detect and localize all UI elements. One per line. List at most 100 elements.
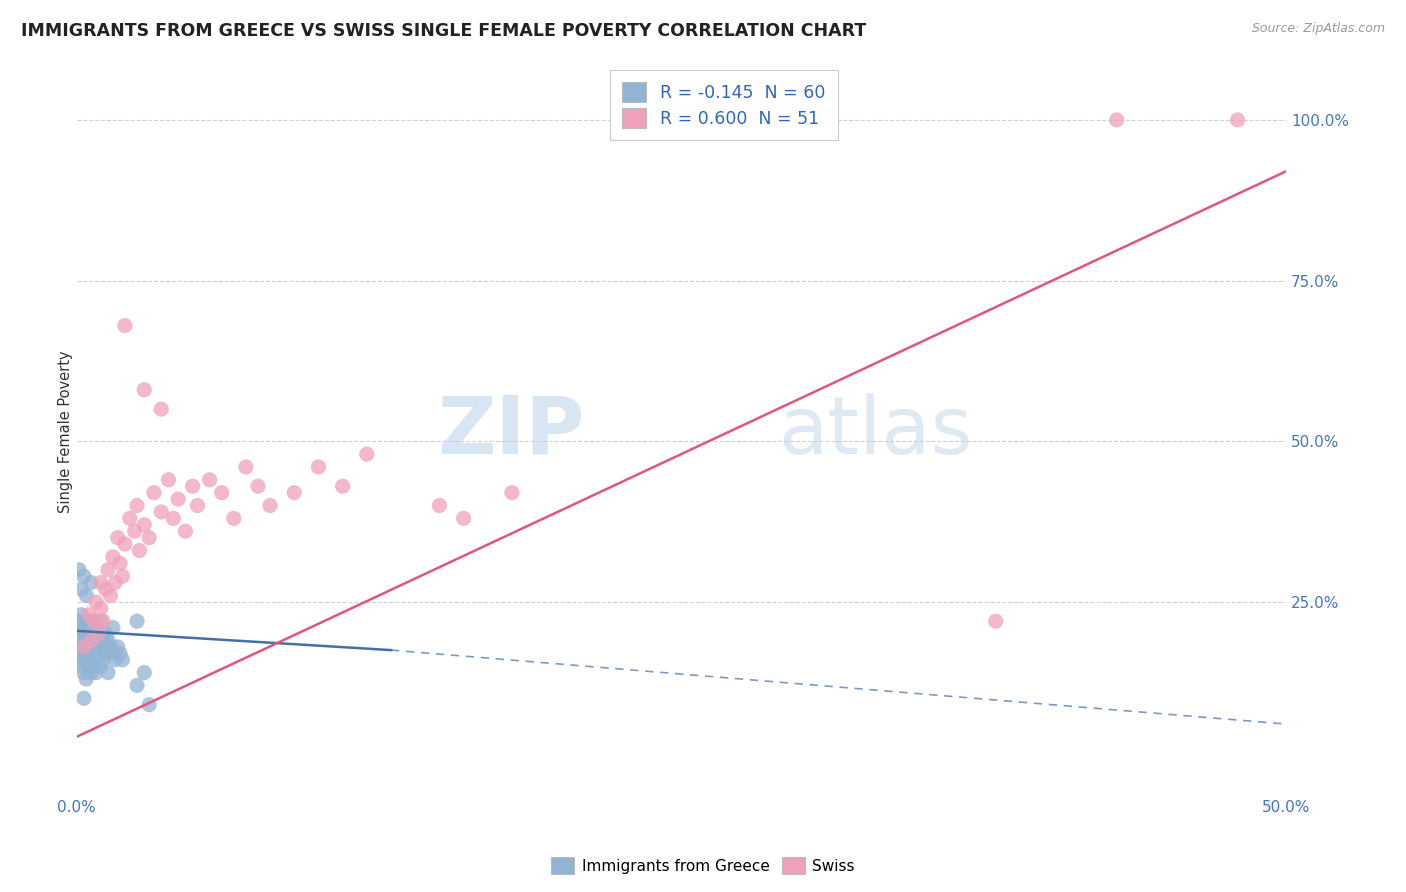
Point bbox=[87, 627, 110, 641]
Point bbox=[73, 640, 96, 654]
Point bbox=[77, 614, 100, 628]
Point bbox=[356, 447, 378, 461]
Point bbox=[198, 473, 221, 487]
Point bbox=[246, 479, 269, 493]
Point bbox=[84, 665, 107, 680]
Point bbox=[174, 524, 197, 539]
Point bbox=[124, 524, 146, 539]
Point bbox=[157, 473, 180, 487]
Point bbox=[73, 665, 96, 680]
Point bbox=[1105, 112, 1128, 127]
Point bbox=[222, 511, 245, 525]
Text: atlas: atlas bbox=[778, 392, 973, 471]
Text: IMMIGRANTS FROM GREECE VS SWISS SINGLE FEMALE POVERTY CORRELATION CHART: IMMIGRANTS FROM GREECE VS SWISS SINGLE F… bbox=[21, 22, 866, 40]
Point bbox=[501, 485, 523, 500]
Point bbox=[101, 549, 124, 564]
Point bbox=[73, 640, 96, 654]
Point bbox=[101, 621, 124, 635]
Point bbox=[82, 614, 104, 628]
Point bbox=[70, 582, 93, 596]
Point bbox=[73, 569, 96, 583]
Point bbox=[75, 646, 97, 660]
Point bbox=[104, 653, 127, 667]
Point bbox=[94, 646, 117, 660]
Point bbox=[97, 633, 120, 648]
Point bbox=[111, 653, 134, 667]
Point bbox=[87, 627, 110, 641]
Point bbox=[90, 659, 112, 673]
Point bbox=[75, 589, 97, 603]
Point bbox=[138, 531, 160, 545]
Point bbox=[91, 614, 114, 628]
Point bbox=[70, 607, 93, 622]
Point bbox=[107, 640, 129, 654]
Point bbox=[97, 665, 120, 680]
Point bbox=[73, 621, 96, 635]
Point bbox=[104, 575, 127, 590]
Y-axis label: Single Female Poverty: Single Female Poverty bbox=[58, 351, 73, 513]
Point bbox=[77, 646, 100, 660]
Point bbox=[186, 499, 208, 513]
Point bbox=[101, 646, 124, 660]
Point bbox=[125, 614, 148, 628]
Point bbox=[138, 698, 160, 712]
Point bbox=[134, 383, 156, 397]
Point bbox=[453, 511, 475, 525]
Point bbox=[114, 318, 136, 333]
Point bbox=[70, 659, 93, 673]
Point bbox=[211, 485, 233, 500]
Point bbox=[82, 633, 104, 648]
Point bbox=[94, 627, 117, 641]
Point bbox=[91, 633, 114, 648]
Point bbox=[73, 614, 96, 628]
Point bbox=[67, 640, 90, 654]
Point bbox=[167, 492, 190, 507]
Point bbox=[429, 499, 451, 513]
Point bbox=[70, 653, 93, 667]
Point bbox=[80, 665, 103, 680]
Point bbox=[118, 511, 141, 525]
Point bbox=[84, 595, 107, 609]
Point bbox=[107, 531, 129, 545]
Point bbox=[84, 640, 107, 654]
Point bbox=[80, 627, 103, 641]
Point bbox=[90, 614, 112, 628]
Point bbox=[87, 646, 110, 660]
Point bbox=[77, 659, 100, 673]
Point bbox=[128, 543, 150, 558]
Point bbox=[142, 485, 165, 500]
Point bbox=[332, 479, 354, 493]
Point bbox=[67, 646, 90, 660]
Point bbox=[73, 691, 96, 706]
Point bbox=[75, 627, 97, 641]
Point bbox=[66, 633, 89, 648]
Point bbox=[181, 479, 204, 493]
Point bbox=[307, 459, 329, 474]
Point bbox=[125, 499, 148, 513]
Point bbox=[108, 557, 131, 571]
Point bbox=[77, 633, 100, 648]
Point bbox=[90, 640, 112, 654]
Point bbox=[84, 621, 107, 635]
Point bbox=[70, 633, 93, 648]
Point bbox=[80, 653, 103, 667]
Point bbox=[100, 589, 122, 603]
Point bbox=[235, 459, 257, 474]
Text: Source: ZipAtlas.com: Source: ZipAtlas.com bbox=[1251, 22, 1385, 36]
Point bbox=[97, 563, 120, 577]
Point bbox=[75, 672, 97, 686]
Point bbox=[94, 582, 117, 596]
Point bbox=[90, 575, 112, 590]
Point bbox=[134, 665, 156, 680]
Point bbox=[111, 569, 134, 583]
Point bbox=[80, 575, 103, 590]
Point bbox=[150, 505, 173, 519]
Point bbox=[82, 659, 104, 673]
Point bbox=[134, 517, 156, 532]
Point bbox=[67, 563, 90, 577]
Point bbox=[82, 614, 104, 628]
Point bbox=[75, 621, 97, 635]
Point bbox=[90, 601, 112, 615]
Point bbox=[984, 614, 1007, 628]
Point bbox=[70, 627, 93, 641]
